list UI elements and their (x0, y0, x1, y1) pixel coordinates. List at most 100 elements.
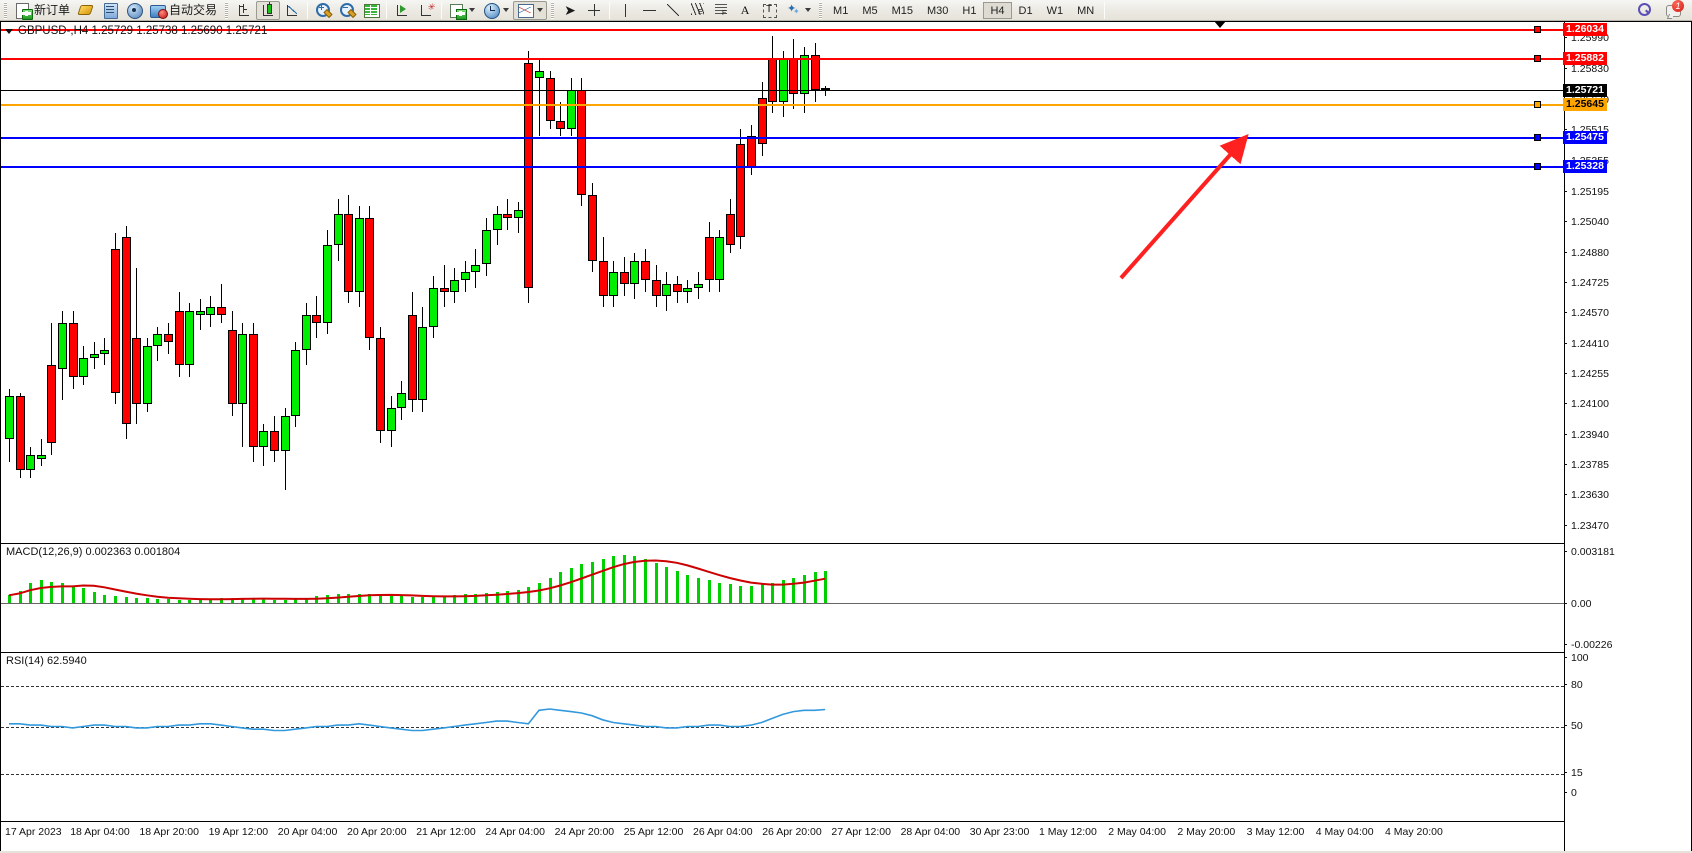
candle-body (513, 210, 523, 218)
price-scale[interactable]: 1.259901.258301.256701.255151.253551.251… (1563, 22, 1691, 853)
rsi-pane[interactable]: RSI(14) 62.5940 (1, 652, 1564, 821)
timeframe-m15[interactable]: M15 (891, 4, 913, 17)
candle-body (36, 454, 46, 459)
price-tick: 1.24100 (1564, 399, 1609, 409)
templates-button[interactable] (513, 0, 548, 20)
candle-body (301, 314, 311, 350)
zoom-in-button[interactable] (311, 1, 335, 20)
chat-button[interactable]: 1 (1662, 0, 1686, 20)
candle (598, 22, 608, 540)
cursor-tool-button[interactable]: ➤ (558, 1, 582, 20)
periods-button[interactable] (479, 1, 513, 20)
trendline-button[interactable] (661, 1, 685, 20)
candle (153, 22, 163, 540)
candlestick-chart-button[interactable] (256, 0, 281, 20)
macd-histogram-bar (718, 583, 722, 603)
metals-button[interactable] (74, 1, 98, 20)
objects-icon (785, 2, 801, 18)
timeframe-h1[interactable]: H1 (962, 4, 977, 17)
text-button[interactable]: A (733, 1, 757, 20)
macd-histogram-bar (304, 597, 308, 603)
level-line-1.25882[interactable] (1, 58, 1564, 61)
macd-histogram-bar (813, 572, 817, 603)
price-pane[interactable]: GBPUSD-,H4 1.25729 1.25738 1.25690 1.257… (1, 22, 1564, 540)
candle (323, 22, 332, 540)
level-handle[interactable] (1534, 55, 1541, 63)
candle-wick (199, 299, 201, 331)
chart-dropdown-marker[interactable] (1214, 21, 1226, 28)
trendline-icon (665, 2, 681, 18)
chart-window[interactable]: GBPUSD-,H4 1.25729 1.25738 1.25690 1.257… (0, 21, 1692, 853)
candle (312, 22, 322, 540)
level-line-1.25645[interactable] (1, 104, 1564, 107)
candle (619, 22, 629, 540)
toolbar-grip-4[interactable] (817, 1, 825, 19)
level-handle[interactable] (1534, 162, 1541, 170)
macd-histogram-bar (294, 599, 298, 603)
toolbar-grip-3[interactable] (549, 1, 557, 19)
toolbar-separator-4 (609, 1, 611, 19)
data-window-button[interactable] (359, 1, 383, 20)
text-label-button[interactable] (757, 1, 781, 20)
macd-histogram-bar (379, 595, 382, 603)
objects-chevron-down-icon[interactable] (805, 8, 812, 12)
chart-menu-caret-icon[interactable] (5, 28, 13, 34)
candle (206, 22, 216, 540)
chart-shift-button[interactable] (390, 1, 414, 20)
macd-histogram-bar (654, 563, 658, 603)
timeframe-d1[interactable]: D1 (1018, 4, 1033, 17)
timeframe-m30[interactable]: M30 (927, 4, 949, 17)
fibonacci-button[interactable] (709, 1, 733, 20)
timeframe-m5[interactable]: M5 (862, 4, 878, 17)
level-handle[interactable] (1534, 25, 1541, 33)
time-scale[interactable]: 17 Apr 2023 18 Apr 04:00 18 Apr 20:00 19 Ap… (1, 821, 1564, 852)
macd-histogram-bar (220, 598, 223, 603)
candle (471, 22, 481, 540)
crosshair-tool-button[interactable] (582, 1, 606, 20)
macd-histogram-bar (410, 597, 414, 603)
level-line-1.25328[interactable] (1, 165, 1564, 168)
candle (556, 22, 566, 540)
timeframe-mn[interactable]: MN (1077, 4, 1095, 17)
timeframe-m1[interactable]: M1 (833, 4, 849, 17)
templates-chevron-down-icon[interactable] (537, 8, 544, 12)
level-handle[interactable] (1534, 134, 1541, 142)
vertical-line-button[interactable] (613, 1, 637, 20)
toolbar-grip-2[interactable] (223, 1, 231, 19)
rsi-tick: 100 (1564, 653, 1589, 663)
candle (248, 22, 258, 540)
macd-histogram-bar (580, 564, 584, 603)
toolbar-grip-1[interactable] (2, 1, 9, 19)
macd-histogram-bar (506, 591, 510, 603)
zoom-out-button[interactable] (335, 1, 359, 20)
bar-chart-button[interactable] (232, 1, 256, 20)
macd-histogram-bar (251, 598, 255, 603)
periods-chevron-down-icon[interactable] (503, 8, 510, 12)
level-handle[interactable] (1534, 101, 1541, 109)
market-book-button[interactable] (98, 1, 122, 20)
indicators-button[interactable] (445, 1, 479, 20)
candle (482, 22, 491, 540)
signal-button[interactable] (122, 1, 146, 20)
objects-button[interactable] (781, 1, 815, 20)
level-line-1.25475[interactable] (1, 137, 1564, 140)
auto-trading-button[interactable]: 自动交易 (146, 1, 221, 20)
search-button[interactable] (1632, 1, 1656, 20)
new-order-button[interactable]: 新订单 (11, 1, 74, 20)
macd-histogram-bar (665, 567, 669, 603)
candle (630, 22, 640, 540)
candle-body (195, 311, 205, 315)
timeframe-h4[interactable]: H4 (983, 1, 1012, 19)
timeframe-w1[interactable]: W1 (1046, 4, 1064, 17)
candle (535, 22, 544, 540)
line-chart-button[interactable] (280, 1, 304, 20)
equidistant-channel-button[interactable] (685, 1, 709, 20)
candle-body (15, 396, 25, 471)
horizontal-line-button[interactable] (637, 1, 661, 20)
level-line-1.26034[interactable] (1, 28, 1564, 31)
level-line-1.25721[interactable] (1, 89, 1564, 91)
auto-scroll-button[interactable] (414, 1, 438, 20)
macd-pane[interactable]: MACD(12,26,9) 0.002363 0.001804 (1, 543, 1564, 650)
candle-body (100, 349, 110, 354)
indicators-chevron-down-icon[interactable] (469, 8, 476, 12)
